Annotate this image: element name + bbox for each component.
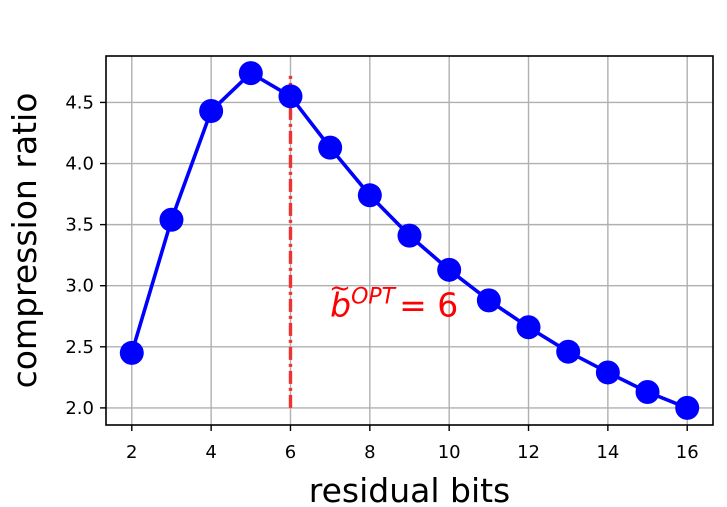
annotation-accent: ~ [329, 273, 351, 303]
data-point [119, 340, 144, 365]
optimal-bits-annotation: bOPT = 6 ~ [329, 273, 458, 324]
data-point [635, 380, 660, 405]
y-tick-label: 4.0 [65, 154, 94, 175]
y-tick-label: 3.5 [65, 215, 94, 236]
data-point [556, 339, 581, 364]
annotation-superscript: OPT [351, 284, 397, 309]
data-point [278, 84, 303, 109]
ticks: 2 4 6 8 10 12 14 16 2.0 2.5 3.0 3.5 4.0 4.5 [65, 92, 698, 463]
data-point [357, 183, 382, 208]
y-tick-label: 4.5 [65, 92, 94, 113]
y-tick-label: 3.0 [65, 276, 94, 297]
data-point [199, 98, 224, 123]
data-point [476, 288, 501, 313]
x-tick-label: 14 [596, 442, 619, 463]
x-tick-label: 12 [517, 442, 540, 463]
grid [106, 56, 713, 425]
data-point [397, 223, 422, 248]
x-tick-label: 4 [205, 442, 216, 463]
x-tick-label: 16 [676, 442, 699, 463]
data-point [318, 135, 343, 160]
svg-text:bOPT= 6: bOPT = 6 [330, 284, 458, 324]
y-tick-label: 2.5 [65, 337, 94, 358]
data-point [159, 207, 184, 232]
x-axis-label: residual bits [309, 471, 511, 507]
data-point [238, 61, 263, 86]
x-tick-label: 10 [438, 442, 461, 463]
annotation-base: b [330, 285, 351, 324]
y-tick-label: 2.0 [65, 398, 94, 419]
data-point [516, 315, 541, 340]
data-point [675, 395, 700, 420]
data-point [437, 257, 462, 282]
x-tick-label: 8 [364, 442, 375, 463]
data-point [595, 360, 620, 385]
annotation-equals: = 6 [399, 285, 458, 324]
y-axis-label: compression ratio [5, 93, 44, 389]
plot-frame [105, 55, 714, 426]
x-tick-label: 2 [126, 442, 137, 463]
series [119, 61, 700, 420]
x-tick-label: 6 [285, 442, 296, 463]
